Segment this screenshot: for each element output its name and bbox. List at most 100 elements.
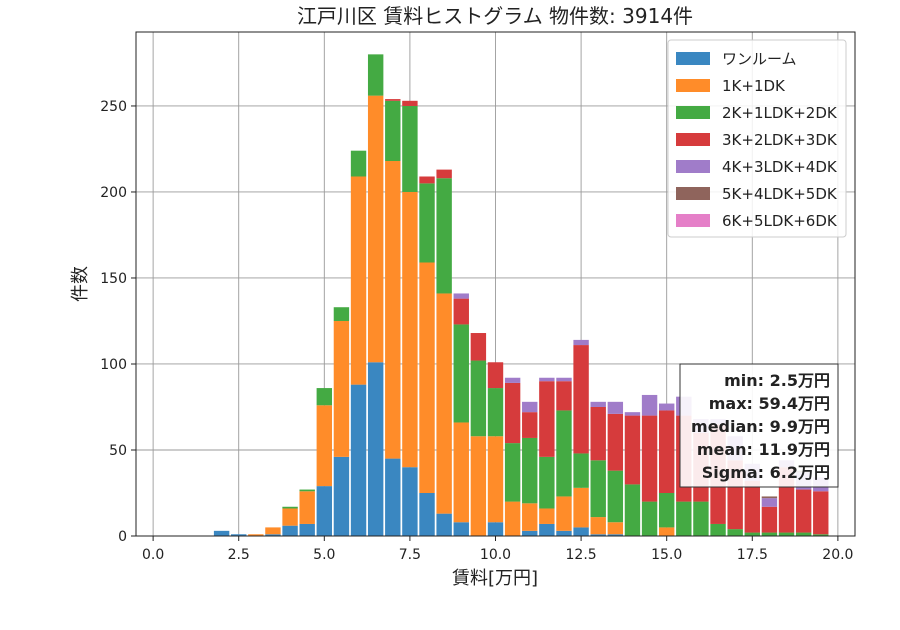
bar-s2-b21 — [573, 453, 589, 488]
legend-swatch-1 — [676, 79, 710, 92]
bar-s4-b21 — [573, 339, 589, 346]
bar-s0-b3 — [265, 534, 281, 536]
bar-s1-b4 — [282, 508, 298, 526]
bar-s2-b24 — [624, 484, 641, 536]
bar-s2-b18 — [522, 437, 538, 504]
bar-s4-b20 — [556, 377, 572, 382]
bar-s3-b32 — [761, 506, 778, 533]
y-axis-label: 件数 — [70, 266, 91, 302]
bar-s4-b25 — [641, 394, 658, 416]
bar-s3-b35 — [813, 491, 829, 535]
bar-s0-b12 — [419, 492, 435, 536]
bar-s2-b20 — [556, 410, 572, 497]
bar-s2-b7 — [333, 307, 350, 321]
stats-line-0: min: 2.5万円 — [724, 371, 830, 390]
bar-s1-b6 — [316, 405, 333, 487]
bar-s0-b5 — [299, 523, 315, 536]
bar-s1-b26 — [658, 527, 675, 536]
bar-s3-b11 — [402, 100, 418, 106]
bar-s2-b35 — [813, 534, 829, 536]
bar-s4-b32 — [761, 498, 778, 507]
x-tick-label-6: 15.0 — [651, 547, 682, 563]
bar-s0-b21 — [573, 527, 589, 536]
y-tick-label-0: 0 — [118, 529, 127, 545]
stats-box: min: 2.5万円 max: 59.4万円 median: 9.9万円 mean: … — [679, 363, 839, 488]
stats-line-3: mean: 11.9万円 — [697, 440, 830, 459]
bar-s2-b33 — [778, 532, 795, 536]
bar-s4-b17 — [504, 377, 521, 383]
bar-s0-b20 — [556, 530, 572, 536]
bar-s2-b15 — [470, 360, 487, 437]
legend-label-3: 3K+2LDK+3DK — [722, 131, 838, 149]
bar-s2-b29 — [710, 523, 726, 536]
bar-s1-b8 — [350, 176, 367, 385]
legend: ワンルーム 1K+1DK 2K+1LDK+2DK 3K+2LDK+3DK 4K+3LDK… — [667, 39, 847, 238]
bar-s3-b18 — [522, 412, 538, 438]
bar-s1-b16 — [487, 436, 504, 523]
bar-s0-b19 — [539, 523, 555, 536]
legend-label-0: ワンルーム — [722, 50, 797, 68]
y-tick-label-1: 50 — [109, 443, 127, 459]
bar-s4-b26 — [658, 403, 675, 411]
bar-s0-b8 — [350, 384, 367, 536]
bar-s2-b12 — [419, 183, 435, 263]
bar-s2-b17 — [504, 443, 521, 502]
bar-s1-b17 — [504, 501, 521, 536]
bar-s2-b27 — [676, 501, 692, 536]
bar-s3-b22 — [590, 406, 606, 461]
bar-s0-b14 — [453, 522, 469, 536]
bar-s3-b20 — [556, 381, 572, 411]
bar-s2-b28 — [693, 501, 709, 536]
bar-s1-b15 — [470, 436, 487, 536]
bar-s2-b31 — [744, 532, 760, 536]
bar-s1-b3 — [265, 527, 281, 535]
bar-s0-b16 — [487, 522, 504, 536]
bar-s2-b14 — [453, 324, 469, 423]
bar-s2-b34 — [795, 532, 812, 536]
bar-s3-b12 — [419, 176, 435, 184]
stats-line-2: median: 9.9万円 — [691, 417, 830, 436]
bar-s0-b1 — [231, 534, 247, 536]
x-tick-label-3: 7.5 — [399, 547, 421, 563]
bar-s2-b8 — [350, 150, 367, 177]
bar-s4-b14 — [453, 293, 469, 299]
x-tick-label-4: 10.0 — [480, 547, 511, 563]
bar-s1-b13 — [436, 293, 452, 514]
bar-s2-b26 — [658, 492, 675, 528]
bar-s0-b7 — [333, 456, 350, 536]
bar-s2-b5 — [299, 489, 315, 492]
bar-s1-b10 — [385, 161, 401, 459]
bar-s3-b16 — [487, 362, 504, 389]
bar-s2-b10 — [385, 100, 401, 162]
bar-s0-b13 — [436, 513, 452, 536]
bar-s2-b25 — [641, 501, 658, 536]
bar-s0-b9 — [367, 362, 384, 536]
x-tick-label-7: 17.5 — [737, 547, 768, 563]
x-tick-label-5: 12.5 — [566, 547, 597, 563]
bar-s2-b11 — [402, 105, 418, 192]
bar-s1-b21 — [573, 487, 589, 528]
bar-s1-b11 — [402, 191, 418, 468]
bar-s1-b22 — [590, 517, 606, 535]
bar-s0-b0 — [213, 530, 230, 536]
bar-s3-b17 — [504, 382, 521, 444]
legend-label-1: 1K+1DK — [722, 77, 786, 95]
legend-swatch-3 — [676, 133, 710, 146]
bar-s3-b24 — [624, 415, 641, 485]
bar-s3-b13 — [436, 169, 452, 179]
bar-s3-b26 — [658, 410, 675, 493]
stats-frame — [679, 363, 839, 488]
bar-s1-b9 — [367, 95, 384, 363]
bar-s3-b25 — [641, 415, 658, 502]
bar-s3-b23 — [607, 413, 624, 471]
bar-s0-b11 — [402, 467, 418, 536]
bar-s5-b32 — [761, 496, 778, 499]
legend-swatch-2 — [676, 106, 710, 119]
bar-s4-b22 — [590, 401, 606, 407]
bar-s1-b14 — [453, 422, 469, 523]
legend-frame — [667, 39, 847, 238]
bar-s4-b19 — [539, 377, 555, 382]
bar-s3-b21 — [573, 345, 589, 454]
x-tick-label-2: 5.0 — [313, 547, 335, 563]
bar-s2-b30 — [727, 529, 743, 536]
